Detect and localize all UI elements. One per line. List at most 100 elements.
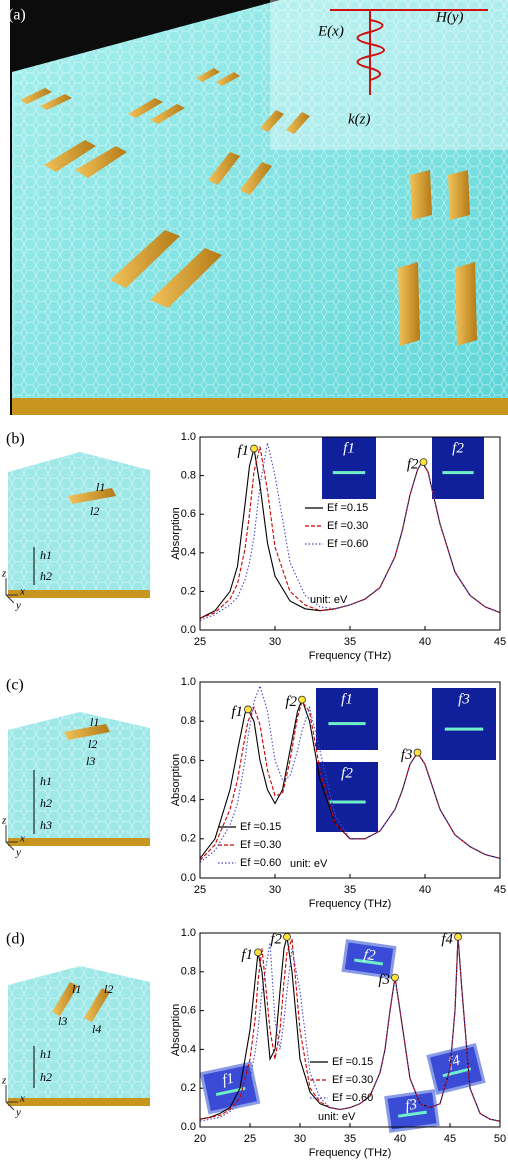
x-tick-label: 40 [419, 884, 431, 896]
inset: f3 [386, 1091, 438, 1131]
inset-hotspot [328, 801, 365, 804]
y-tick-label: 0.2 [181, 585, 196, 597]
axis-label: z [1, 568, 7, 580]
inset-hotspot [328, 722, 365, 725]
x-tick-label: 25 [194, 636, 206, 648]
y-axis-title: Absorption [170, 1004, 182, 1057]
inset-hotspot [445, 728, 483, 731]
peak-label: f3 [401, 747, 413, 763]
legend-label: Ef =0.30 [332, 1074, 373, 1086]
axis-label: x [19, 833, 25, 845]
x-tick-label: 35 [344, 884, 356, 896]
x-tick-label: 50 [494, 1133, 506, 1145]
legend-label: Ef =0.60 [240, 857, 281, 869]
peak-label: f4 [441, 931, 453, 947]
schematic-label: l3 [58, 1014, 67, 1028]
light-region [270, 0, 508, 150]
axis-label: z [1, 1075, 7, 1087]
panel-a: (a) E(x) H(y) k(z) [8, 0, 508, 415]
schematic-label: h3 [40, 818, 52, 832]
legend-note: unit: eV [310, 594, 348, 606]
peak-marker [299, 696, 306, 703]
x-tick-label: 30 [269, 884, 281, 896]
y-axis-title: Absorption [170, 754, 182, 807]
peak-label: f2 [407, 457, 419, 473]
field-label: k(z) [348, 111, 371, 127]
peak-marker [455, 933, 462, 940]
panel-label: (c) [6, 677, 24, 694]
peak-label: f2 [270, 931, 282, 947]
legend-note: unit: eV [318, 1111, 356, 1123]
inset: f1 [316, 688, 378, 750]
schematic-label: h2 [40, 1070, 52, 1084]
schematic-label: h2 [40, 569, 52, 583]
peak-label: f1 [231, 704, 243, 720]
legend-note: unit: eV [290, 858, 328, 870]
peak-label: f1 [241, 947, 253, 963]
y-tick-label: 0.8 [181, 966, 196, 978]
inset-label: f2 [452, 440, 464, 456]
x-tick-label: 25 [194, 884, 206, 896]
figure: (a) E(x) H(y) k(z) (b) l1 l2 h1 h2 z x y… [0, 0, 508, 1167]
inset: f2 [432, 437, 484, 499]
x-axis-title: Frequency (THz) [309, 898, 392, 910]
axis-label: x [19, 1093, 25, 1105]
schematic-label: l1 [96, 480, 105, 494]
x-axis-title: Frequency (THz) [309, 650, 392, 662]
legend-label: Ef =0.60 [327, 538, 368, 550]
schematic-label: l2 [90, 504, 99, 518]
x-tick-label: 25 [244, 1133, 256, 1145]
inset: f1 [322, 437, 376, 499]
y-tick-label: 1.0 [181, 927, 196, 939]
inset: f1 [201, 1063, 258, 1113]
x-tick-label: 45 [444, 1133, 456, 1145]
y-tick-label: 0.4 [181, 1043, 196, 1055]
y-tick-label: 0.6 [181, 1005, 196, 1017]
x-tick-label: 45 [494, 636, 506, 648]
y-tick-label: 0.0 [181, 624, 196, 636]
x-tick-label: 35 [344, 636, 356, 648]
schematic-label: l4 [92, 1022, 101, 1036]
gold-substrate [12, 398, 508, 415]
legend-label: Ef =0.30 [240, 839, 281, 851]
y-tick-label: 0.2 [181, 833, 196, 845]
x-tick-label: 40 [419, 636, 431, 648]
y-tick-label: 0.6 [181, 754, 196, 766]
inset-label: f1 [343, 440, 355, 456]
x-tick-label: 20 [194, 1133, 206, 1145]
peak-marker [420, 459, 427, 466]
y-tick-label: 0.4 [181, 794, 196, 806]
field-label: H(y) [435, 9, 463, 25]
y-tick-label: 0.2 [181, 1082, 196, 1094]
x-tick-label: 35 [344, 1133, 356, 1145]
schematic-label: l1 [72, 982, 81, 996]
inset-label: f3 [404, 1097, 418, 1114]
x-tick-label: 30 [294, 1133, 306, 1145]
inset-label: f1 [341, 691, 353, 707]
axis-label: z [1, 815, 7, 827]
schematic-b: (b) l1 l2 h1 h2 z x y [1, 431, 150, 612]
legend-label: Ef =0.15 [332, 1056, 373, 1068]
panel-label: (a) [8, 7, 26, 24]
panel-label: (b) [6, 431, 25, 448]
peak-marker [392, 974, 399, 981]
peak-marker [251, 445, 258, 452]
schematic-label: l3 [86, 754, 95, 768]
peak-marker [255, 949, 262, 956]
axis-label: y [15, 600, 21, 612]
inset-hotspot [333, 471, 365, 474]
peak-label: f3 [378, 972, 390, 988]
peak-label: f2 [285, 694, 297, 710]
schematic-label: l2 [104, 982, 113, 996]
inset-label: f3 [458, 691, 470, 707]
inset: f4 [428, 1045, 484, 1093]
legend-label: Ef =0.15 [240, 821, 281, 833]
axis-label: x [19, 586, 25, 598]
axis-label: y [15, 847, 21, 859]
y-tick-label: 0.0 [181, 1121, 196, 1133]
inset-hotspot [442, 471, 473, 474]
panel-label: (d) [6, 931, 25, 948]
y-tick-label: 0.4 [181, 547, 196, 559]
peak-marker [245, 706, 252, 713]
peak-marker [284, 933, 291, 940]
